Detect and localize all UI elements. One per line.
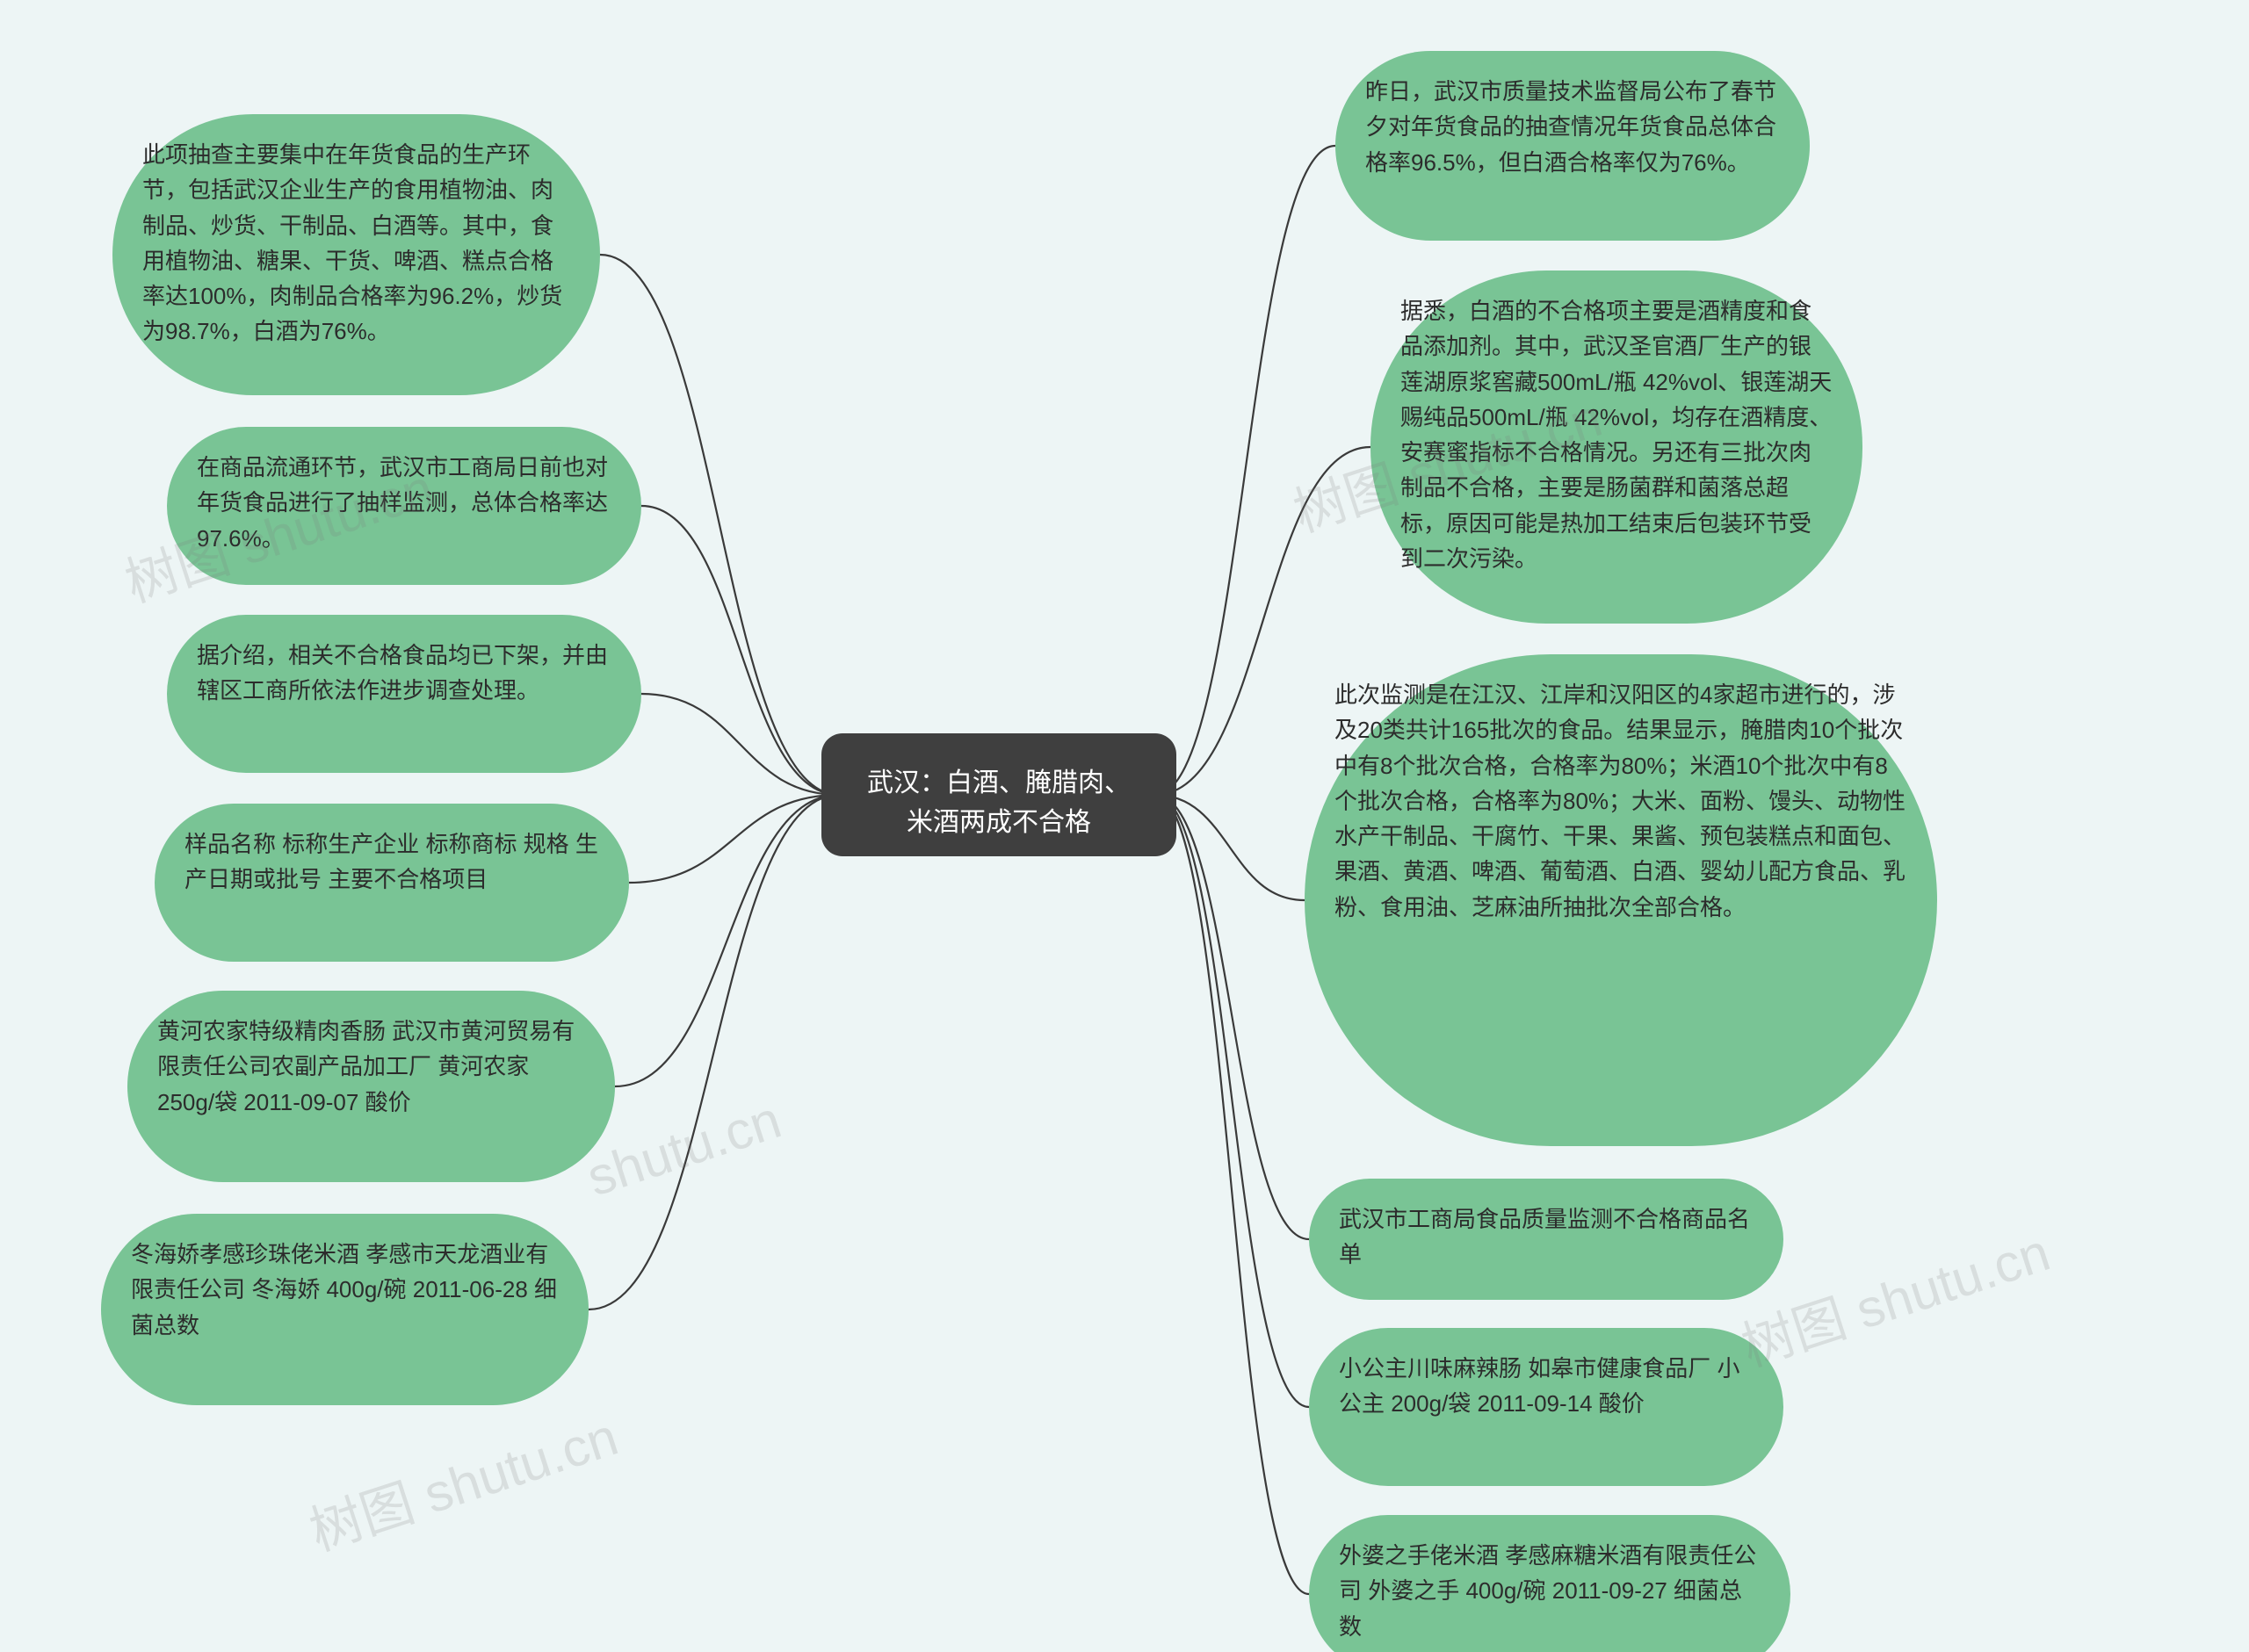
edge-r6	[1155, 795, 1309, 1594]
leaf-node-l4[interactable]: 样品名称 标称生产企业 标称商标 规格 生产日期或批号 主要不合格项目	[155, 804, 629, 962]
edge-l2	[641, 506, 839, 795]
center-node[interactable]: 武汉：白酒、腌腊肉、米酒两成不合格	[821, 733, 1176, 856]
leaf-node-r4[interactable]: 武汉市工商局食品质量监测不合格商品名单	[1309, 1179, 1783, 1300]
leaf-node-r5[interactable]: 小公主川味麻辣肠 如皋市健康食品厂 小公主 200g/袋 2011-09-14 …	[1309, 1328, 1783, 1486]
edge-r3	[1155, 795, 1305, 900]
leaf-node-l1[interactable]: 此项抽查主要集中在年货食品的生产环节，包括武汉企业生产的食用植物油、肉制品、炒货…	[112, 114, 600, 395]
leaf-node-l3[interactable]: 据介绍，相关不合格食品均已下架，并由辖区工商所依法作进步调查处理。	[167, 615, 641, 773]
leaf-node-r6[interactable]: 外婆之手佬米酒 孝感麻糖米酒有限责任公司 外婆之手 400g/碗 2011-09…	[1309, 1515, 1790, 1652]
edge-r5	[1155, 795, 1309, 1407]
edge-l5	[615, 795, 839, 1086]
leaf-node-l6[interactable]: 冬海娇孝感珍珠佬米酒 孝感市天龙酒业有限责任公司 冬海娇 400g/碗 2011…	[101, 1214, 589, 1405]
leaf-node-l2[interactable]: 在商品流通环节，武汉市工商局日前也对年货食品进行了抽样监测，总体合格率达97.6…	[167, 427, 641, 585]
leaf-node-r3[interactable]: 此次监测是在江汉、江岸和汉阳区的4家超市进行的，涉及20类共计165批次的食品。…	[1305, 654, 1937, 1146]
edge-r4	[1155, 795, 1309, 1239]
edge-r1	[1155, 146, 1335, 795]
watermark-2: 树图 shutu.cn	[299, 1395, 626, 1566]
mindmap-canvas: 武汉：白酒、腌腊肉、米酒两成不合格 昨日，武汉市质量技术监督局公布了春节夕对年货食…	[0, 0, 2249, 1652]
leaf-node-r2[interactable]: 据悉，白酒的不合格项主要是酒精度和食品添加剂。其中，武汉圣官酒厂生产的银莲湖原浆…	[1370, 271, 1862, 624]
leaf-node-r1[interactable]: 昨日，武汉市质量技术监督局公布了春节夕对年货食品的抽查情况年货食品总体合格率96…	[1335, 51, 1810, 241]
leaf-node-l5[interactable]: 黄河农家特级精肉香肠 武汉市黄河贸易有限责任公司农副产品加工厂 黄河农家 250…	[127, 991, 615, 1182]
edge-l3	[641, 694, 839, 795]
edge-l4	[629, 795, 839, 883]
